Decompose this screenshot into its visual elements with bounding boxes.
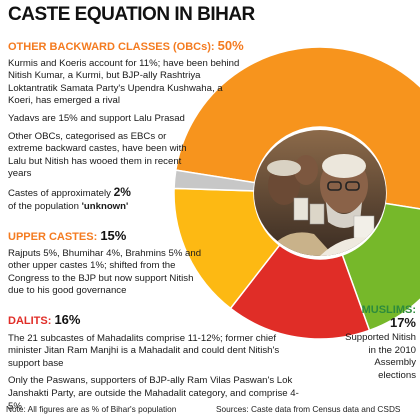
unknown-label: 'unknown' bbox=[81, 200, 129, 212]
dalits-paswan-text: Only the Paswans, supporters of BJP-ally… bbox=[8, 375, 299, 412]
footer-note: Note: All figures are as % of Bihar's po… bbox=[6, 404, 177, 414]
obc-block: OTHER BACKWARD CLASSES (OBCs): 50% Kurmi… bbox=[8, 38, 248, 181]
footer-sources: Sources: Caste data from Census data and… bbox=[216, 404, 401, 414]
upper-text: Rajputs 5%, Bhumihar 4%, Brahmins 5% and… bbox=[8, 247, 202, 297]
obc-other-text: Other OBCs, categorised as EBCs or extre… bbox=[8, 130, 187, 180]
crowd-photo-drawing bbox=[254, 130, 386, 256]
unknown-prefix: Castes of approximately bbox=[8, 188, 114, 199]
dalits-header: DALITS: 16% bbox=[8, 312, 308, 328]
muslims-text: Supported Nitish in the 2010 Assembly el… bbox=[345, 332, 416, 381]
page-title: CASTE EQUATION IN BIHAR bbox=[8, 4, 255, 25]
obc-value: 50% bbox=[217, 38, 244, 53]
upper-block: UPPER CASTES: 15% Rajputs 5%, Bhumihar 4… bbox=[8, 228, 208, 298]
dalits-mahadalit-text: The 21 subcastes of Mahadalits comprise … bbox=[8, 332, 280, 369]
upper-header: UPPER CASTES: 15% bbox=[8, 228, 208, 244]
obc-kurmi-text: Kurmis and Koeris account for 11%; have … bbox=[8, 57, 240, 107]
muslims-block: MUSLIMS: 17% Supported Nitish in the 201… bbox=[312, 304, 416, 383]
muslims-label: MUSLIMS: bbox=[361, 304, 416, 316]
obc-label: OTHER BACKWARD CLASSES (OBCs): bbox=[8, 41, 215, 53]
dalits-label: DALITS: bbox=[8, 315, 52, 327]
dalits-block: DALITS: 16% The 21 subcastes of Mahadali… bbox=[8, 312, 308, 413]
upper-label: UPPER CASTES: bbox=[8, 231, 98, 243]
dalits-value: 16% bbox=[54, 312, 81, 327]
unknown-value: 2% bbox=[113, 185, 131, 199]
obc-header: OTHER BACKWARD CLASSES (OBCs): 50% bbox=[8, 38, 248, 54]
unknown-middle: of the population bbox=[8, 200, 82, 212]
unknown-block: Castes of approximately 2% of the popula… bbox=[8, 186, 188, 213]
unknown-text: Castes of approximately 2% of the popula… bbox=[8, 186, 188, 213]
crowd-photo-icon bbox=[254, 130, 386, 256]
muslims-value: 17% bbox=[389, 314, 416, 330]
obc-yadav-text: Yadavs are 15% and support Lalu Prasad bbox=[8, 112, 185, 124]
upper-value: 15% bbox=[100, 228, 127, 243]
